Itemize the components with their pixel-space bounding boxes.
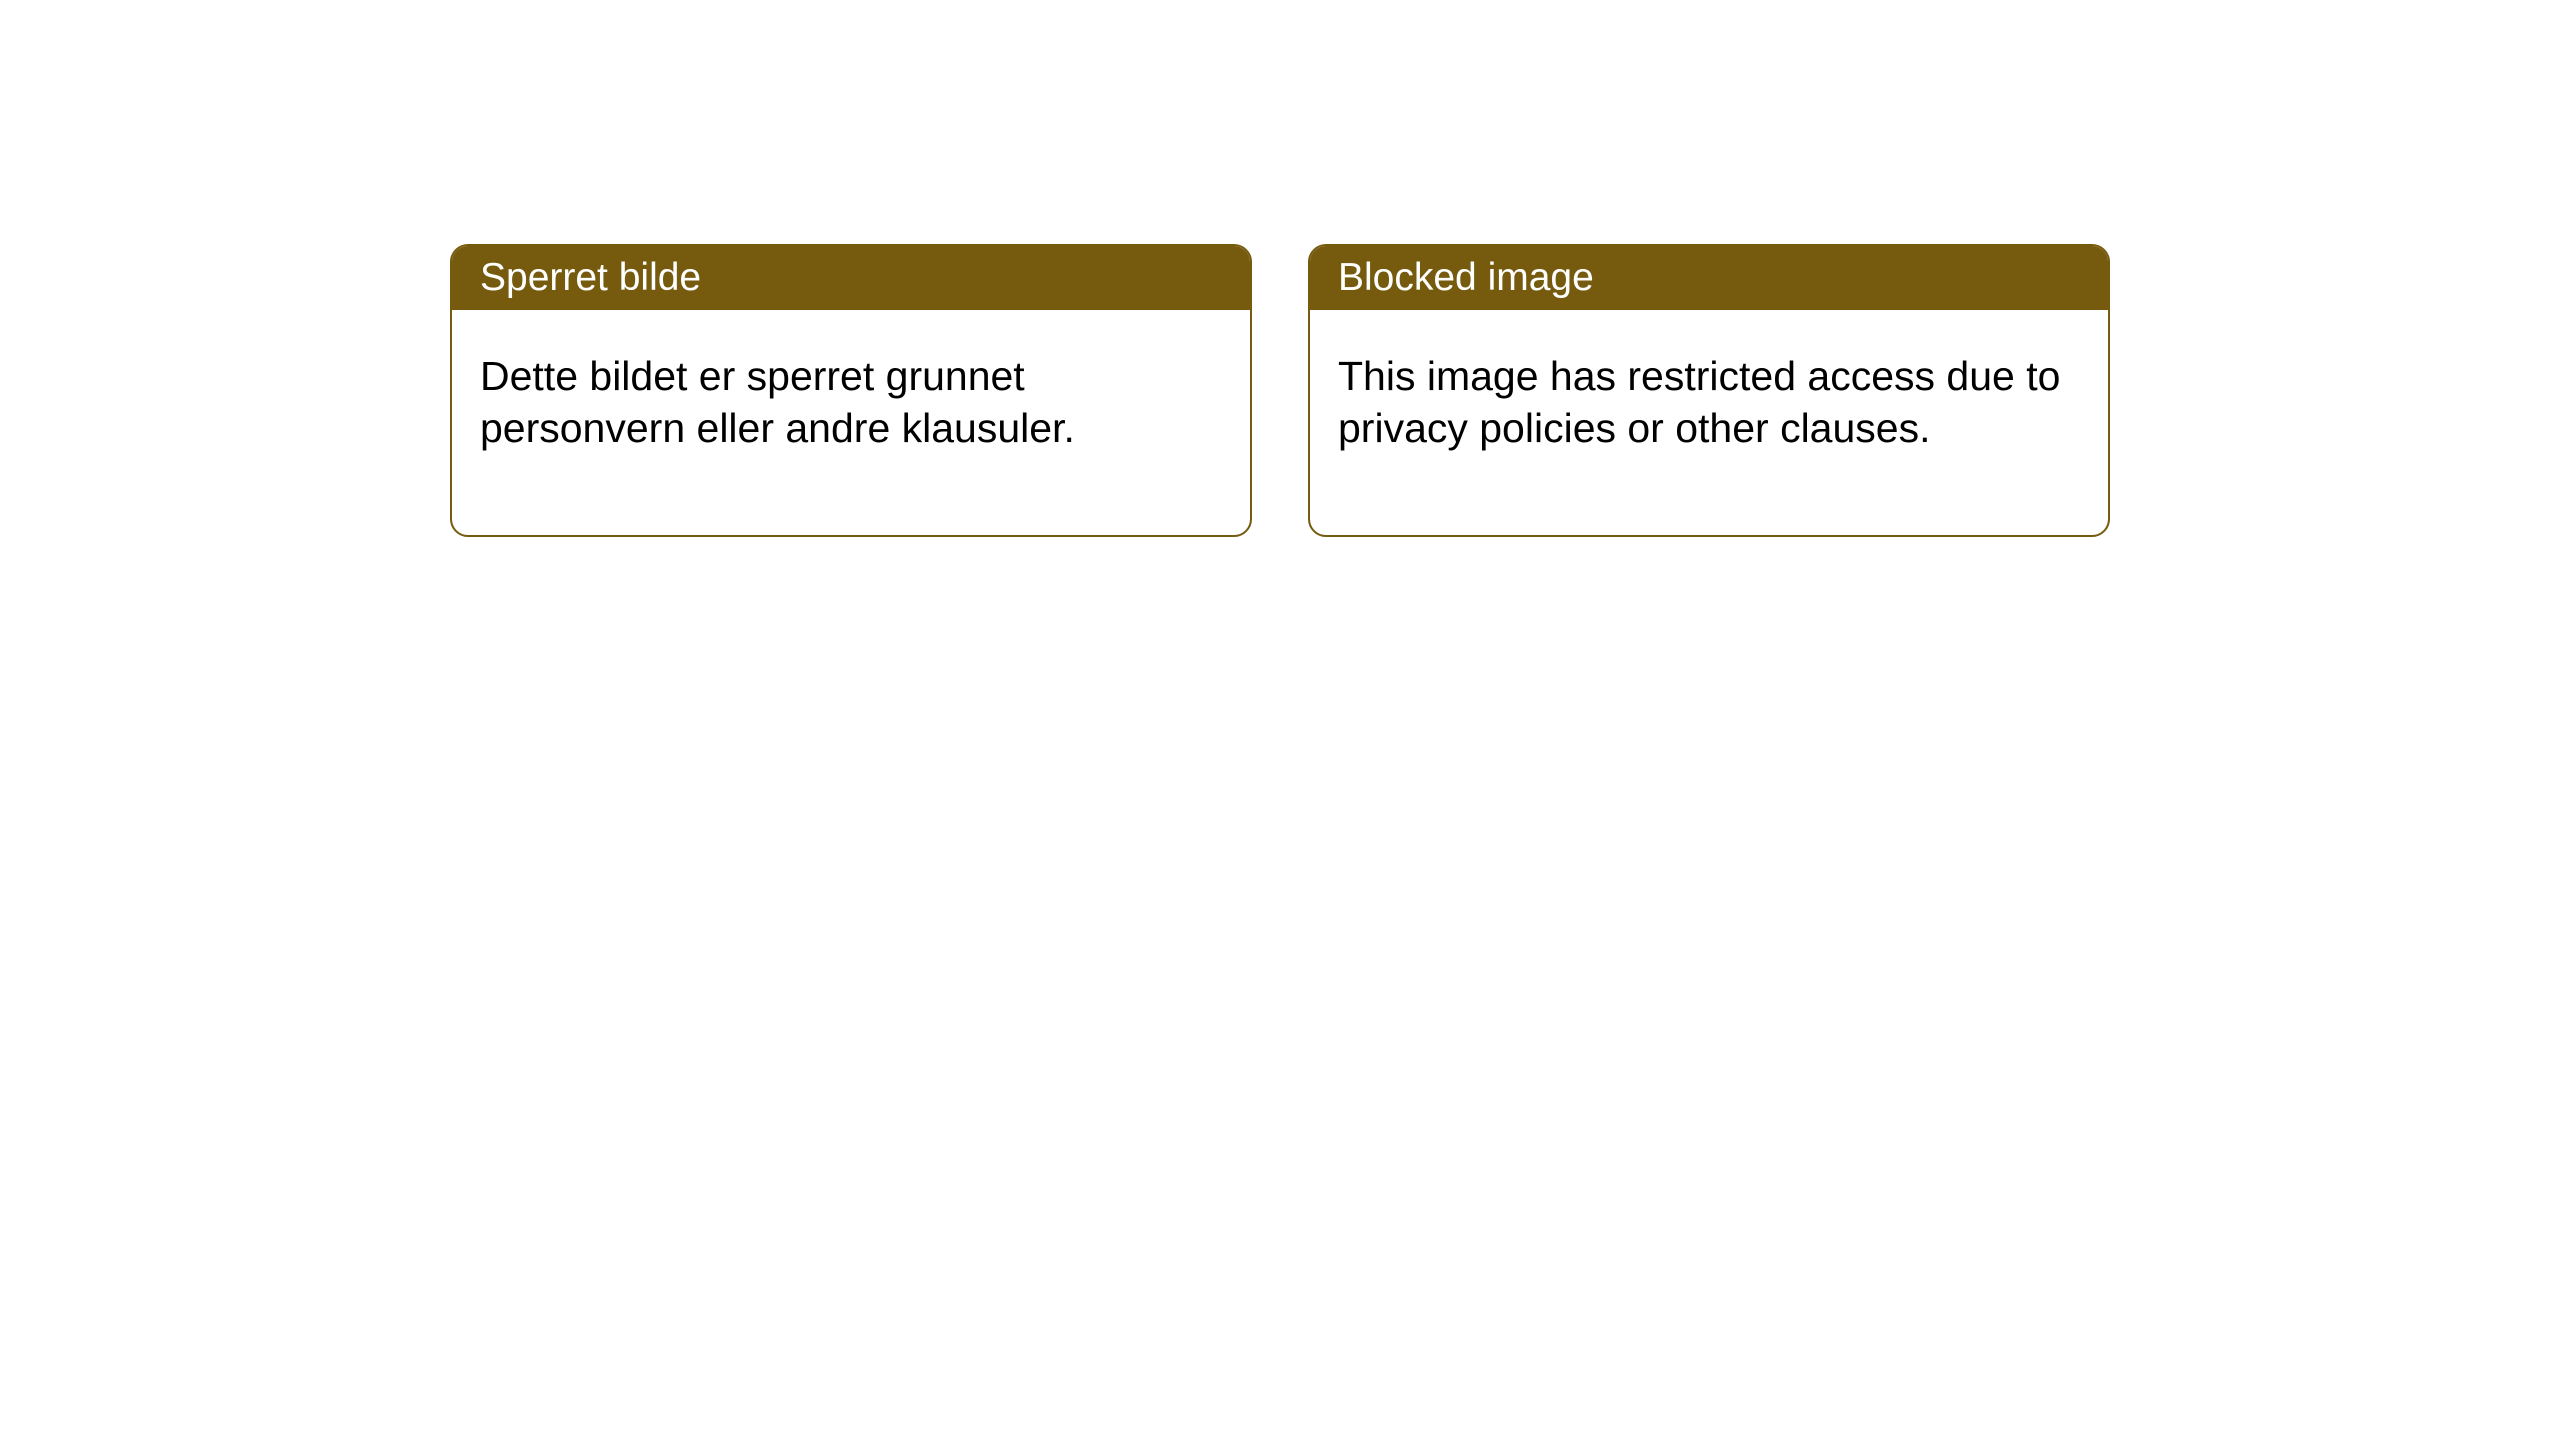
notice-body-english: This image has restricted access due to … (1310, 310, 2108, 535)
notice-card-norwegian: Sperret bilde Dette bildet er sperret gr… (450, 244, 1252, 537)
notice-container: Sperret bilde Dette bildet er sperret gr… (0, 0, 2560, 537)
notice-body-norwegian: Dette bildet er sperret grunnet personve… (452, 310, 1250, 535)
notice-title-norwegian: Sperret bilde (452, 246, 1250, 310)
notice-card-english: Blocked image This image has restricted … (1308, 244, 2110, 537)
notice-title-english: Blocked image (1310, 246, 2108, 310)
